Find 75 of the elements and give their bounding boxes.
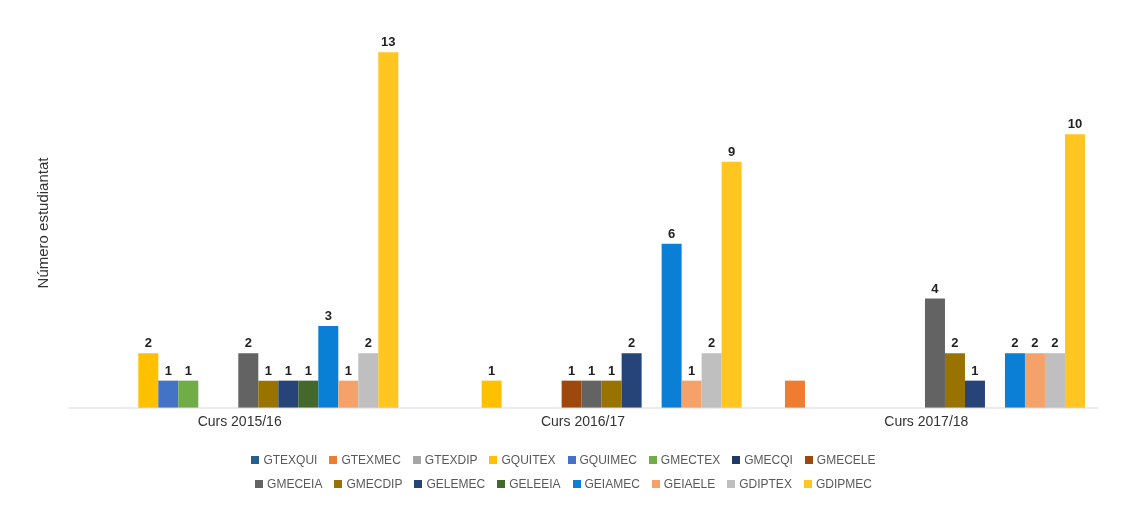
x-tick-label: Curs 2016/17 bbox=[540, 412, 626, 429]
legend-label: GEIAMEC bbox=[583, 476, 640, 493]
data-label: 2 bbox=[1051, 335, 1059, 351]
bar bbox=[178, 380, 199, 408]
bar bbox=[581, 380, 602, 408]
data-label: 1 bbox=[164, 362, 172, 378]
data-label: 2 bbox=[951, 335, 959, 351]
bar bbox=[661, 243, 682, 408]
legend-label: GMECTEX bbox=[659, 452, 721, 469]
legend-label: GDIPTEX bbox=[738, 476, 792, 493]
data-label: 2 bbox=[364, 335, 372, 351]
data-label: 2 bbox=[708, 335, 716, 351]
bar bbox=[278, 380, 299, 408]
legend-label: GDIPMEC bbox=[814, 476, 872, 493]
bar bbox=[924, 298, 945, 408]
data-label: 1 bbox=[488, 362, 496, 378]
bar bbox=[378, 52, 399, 408]
bar bbox=[944, 353, 965, 408]
bar bbox=[964, 380, 985, 408]
legend-label: GELEEIA bbox=[508, 476, 561, 493]
data-label: 1 bbox=[568, 362, 576, 378]
bar bbox=[784, 380, 805, 408]
y-axis-title: Número estudiantat bbox=[34, 156, 52, 289]
legend-label: GMECQI bbox=[743, 452, 793, 469]
data-label: 1 bbox=[688, 362, 696, 378]
legend-label: GQUIMEC bbox=[578, 452, 637, 469]
legend-label: GEIAELE bbox=[662, 476, 716, 493]
bar bbox=[138, 353, 159, 408]
bar bbox=[158, 380, 179, 408]
legend-label: GMECELE bbox=[815, 452, 876, 469]
bar bbox=[621, 353, 642, 408]
data-label: 6 bbox=[668, 225, 676, 241]
legend-label: GMECEIA bbox=[266, 476, 323, 493]
bar bbox=[601, 380, 622, 408]
data-label: 13 bbox=[381, 34, 396, 50]
bar bbox=[1004, 353, 1025, 408]
legend-label: GTEXQUI bbox=[262, 452, 318, 469]
legend-label: GTEXDIP bbox=[423, 452, 478, 469]
data-label: 1 bbox=[344, 362, 352, 378]
data-label: 1 bbox=[284, 362, 292, 378]
bar bbox=[238, 353, 259, 408]
bar bbox=[481, 380, 502, 408]
bar bbox=[1044, 353, 1065, 408]
legend-label: GTEXMEC bbox=[340, 452, 401, 469]
data-label: 1 bbox=[184, 362, 192, 378]
bar bbox=[338, 380, 359, 408]
data-label: 1 bbox=[608, 362, 616, 378]
data-label: 4 bbox=[931, 280, 940, 296]
bar bbox=[701, 353, 722, 408]
bar bbox=[681, 380, 702, 408]
bar bbox=[298, 380, 319, 408]
bar bbox=[358, 353, 379, 408]
data-label: 2 bbox=[628, 335, 636, 351]
data-label: 1 bbox=[304, 362, 312, 378]
legend-label: GELEMEC bbox=[425, 476, 486, 493]
data-label: 1 bbox=[588, 362, 596, 378]
bar bbox=[561, 380, 582, 408]
bar bbox=[721, 161, 742, 408]
bar bbox=[1024, 353, 1045, 408]
legend-label: GMECDIP bbox=[345, 476, 403, 493]
data-label: 2 bbox=[1031, 335, 1039, 351]
data-label: 2 bbox=[1011, 335, 1019, 351]
legend-label: GQUITEX bbox=[500, 452, 556, 469]
data-label: 2 bbox=[244, 335, 252, 351]
bar bbox=[258, 380, 279, 408]
data-label: 2 bbox=[144, 335, 152, 351]
data-label: 10 bbox=[1067, 116, 1083, 132]
data-label: 1 bbox=[264, 362, 272, 378]
data-label: 1 bbox=[971, 362, 979, 378]
x-tick-label: Curs 2015/16 bbox=[197, 412, 282, 429]
x-tick-label: Curs 2017/18 bbox=[884, 412, 969, 429]
bar bbox=[318, 325, 339, 408]
bar bbox=[1064, 134, 1085, 408]
data-label: 9 bbox=[728, 143, 736, 159]
data-label: 3 bbox=[324, 307, 332, 323]
